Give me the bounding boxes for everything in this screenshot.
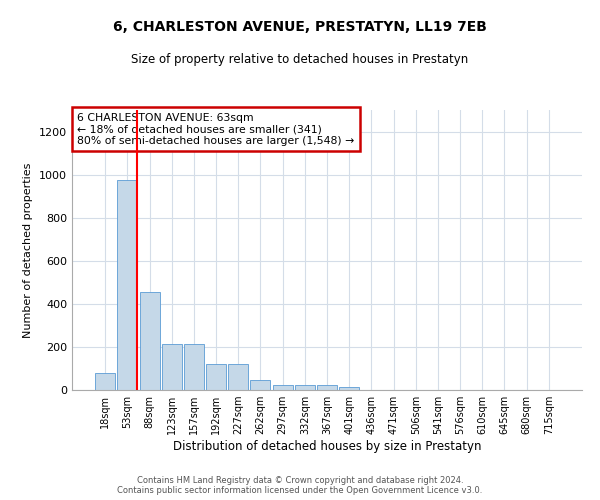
Bar — [317, 386, 337, 390]
Bar — [184, 344, 204, 390]
Bar — [140, 292, 160, 390]
Text: Contains HM Land Registry data © Crown copyright and database right 2024.
Contai: Contains HM Land Registry data © Crown c… — [118, 476, 482, 495]
Text: Size of property relative to detached houses in Prestatyn: Size of property relative to detached ho… — [131, 52, 469, 66]
Bar — [118, 180, 137, 390]
Text: 6, CHARLESTON AVENUE, PRESTATYN, LL19 7EB: 6, CHARLESTON AVENUE, PRESTATYN, LL19 7E… — [113, 20, 487, 34]
Text: 6 CHARLESTON AVENUE: 63sqm
← 18% of detached houses are smaller (341)
80% of sem: 6 CHARLESTON AVENUE: 63sqm ← 18% of deta… — [77, 113, 355, 146]
Bar — [295, 384, 315, 390]
Bar — [272, 384, 293, 390]
X-axis label: Distribution of detached houses by size in Prestatyn: Distribution of detached houses by size … — [173, 440, 481, 453]
Bar — [95, 373, 115, 390]
Bar — [250, 380, 271, 390]
Y-axis label: Number of detached properties: Number of detached properties — [23, 162, 34, 338]
Bar — [206, 364, 226, 390]
Bar — [162, 344, 182, 390]
Bar — [228, 364, 248, 390]
Bar — [339, 387, 359, 390]
